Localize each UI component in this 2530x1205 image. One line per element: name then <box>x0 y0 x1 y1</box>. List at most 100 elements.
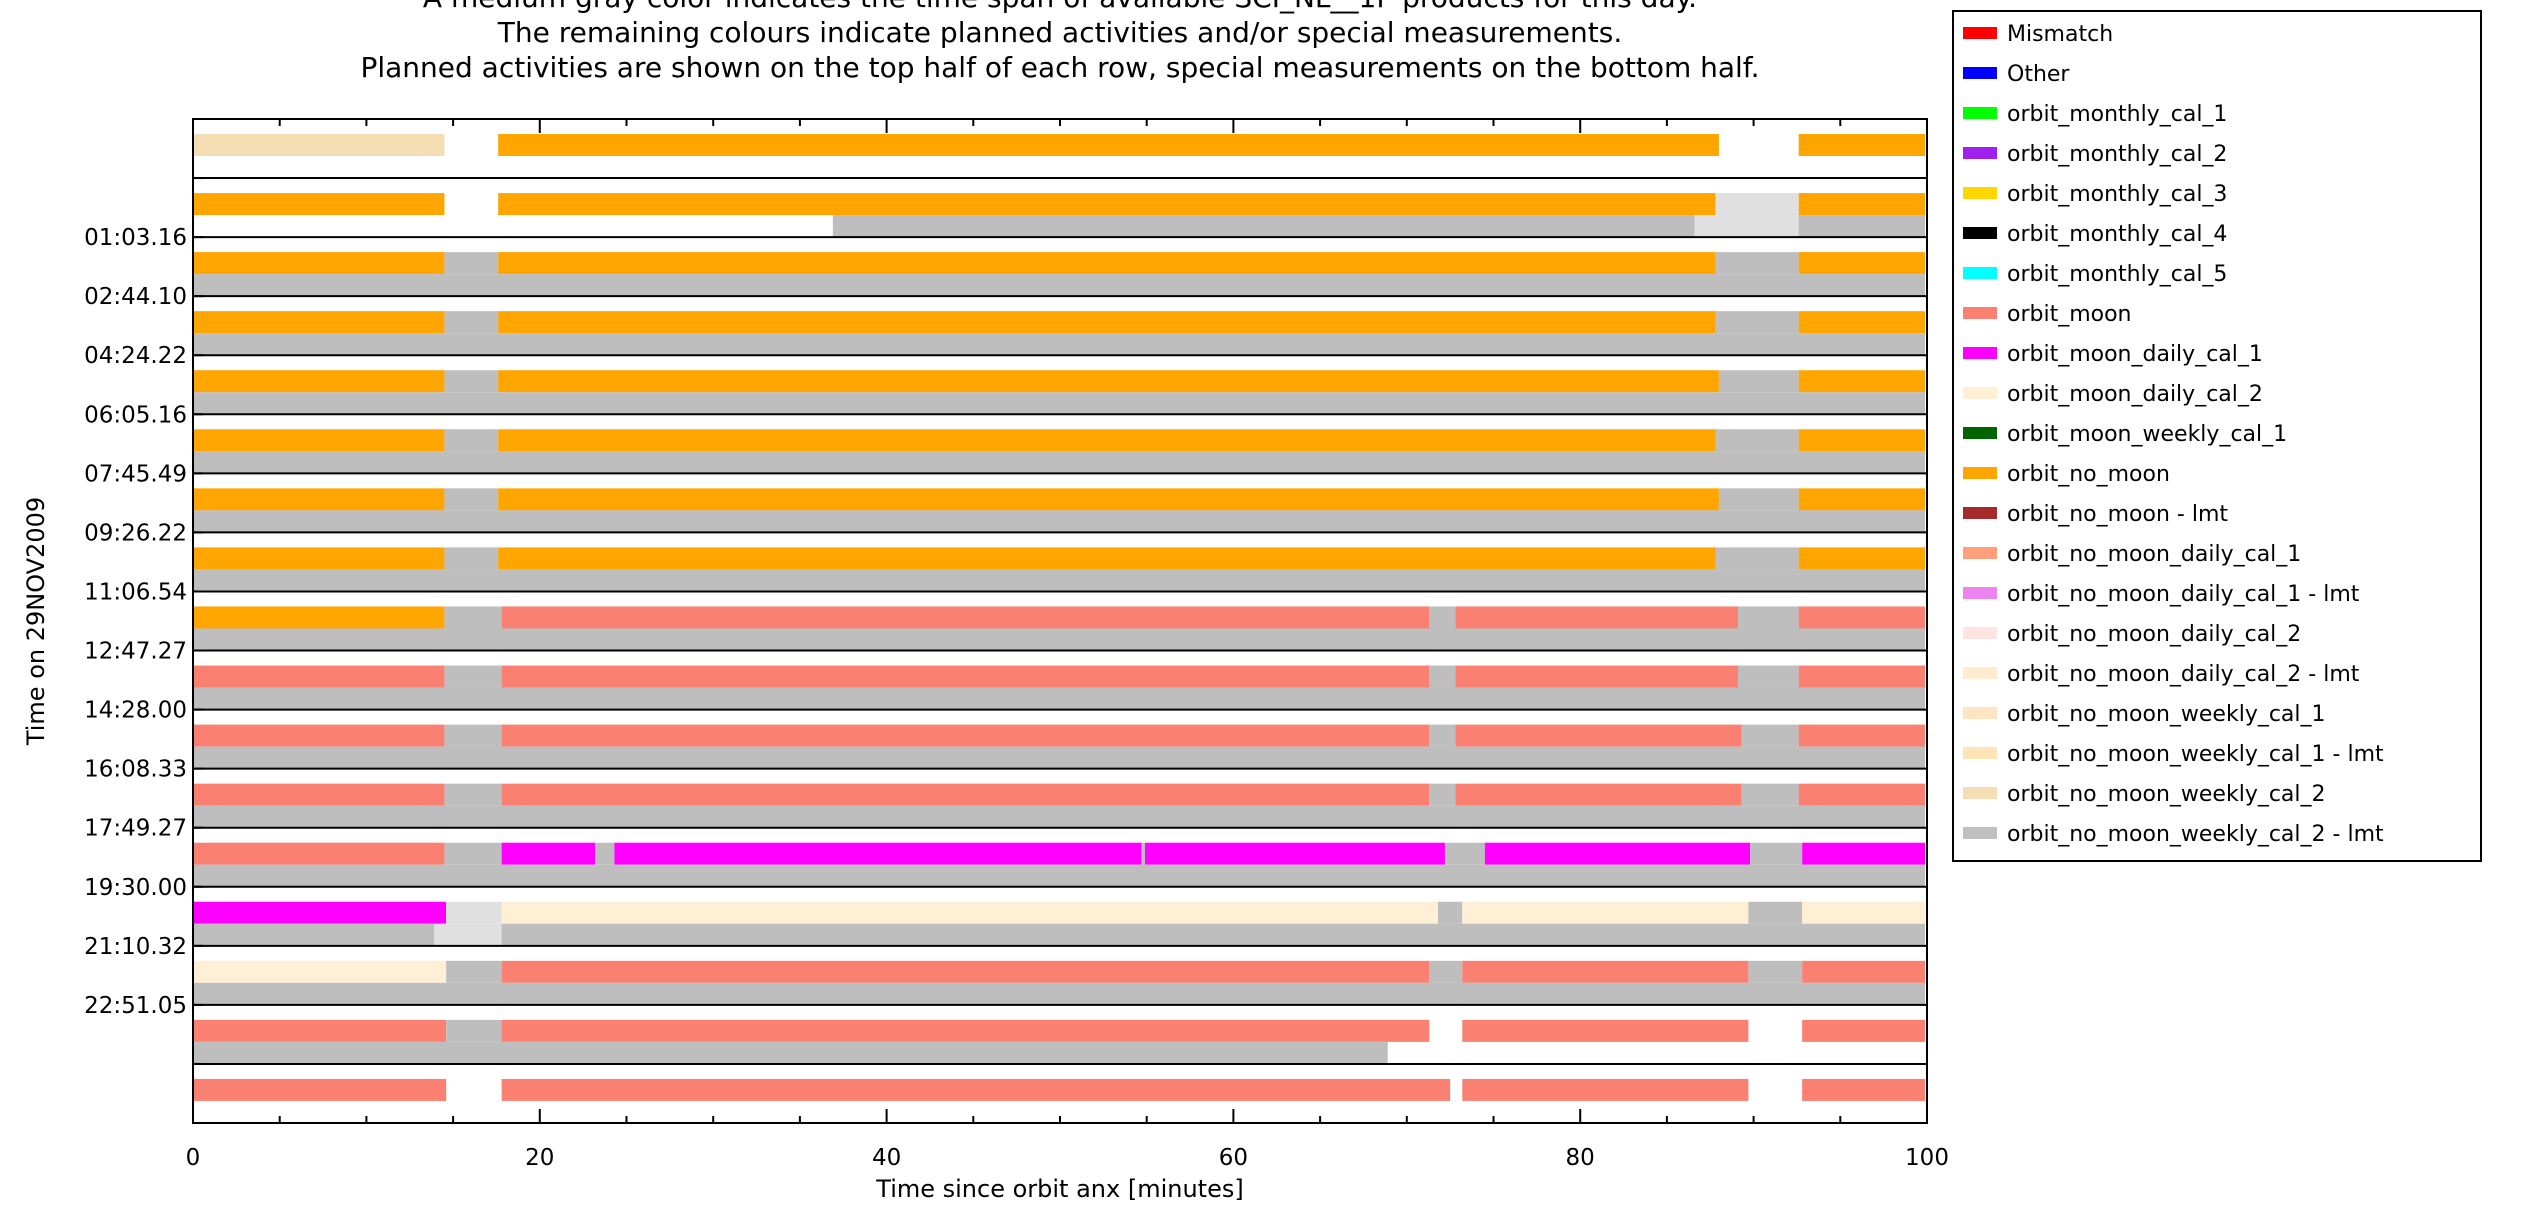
activity-bar <box>193 901 447 924</box>
x-axis: 0 20 40 60 80 100 Time since orbit anx [minute… <box>186 119 1949 1203</box>
legend-label: Mismatch <box>2007 22 2113 47</box>
legend-box <box>1952 10 2482 862</box>
activity-bar <box>444 370 499 393</box>
y-tick-label: 11:06.54 <box>84 579 187 605</box>
y-tick-label: 04:24.22 <box>84 343 187 369</box>
activity-bar <box>1462 1019 1749 1042</box>
activity-bar <box>444 547 499 570</box>
activity-bar <box>1750 842 1803 865</box>
legend-label: orbit_no_moon_daily_cal_2 <box>2007 622 2301 647</box>
legend-label: orbit_moon <box>2007 302 2132 327</box>
activity-bar <box>1455 783 1742 806</box>
activity-bar <box>1462 960 1749 983</box>
activity-bar <box>1741 724 1799 747</box>
activity-bar <box>1737 606 1799 629</box>
activity-bar <box>1462 1078 1749 1101</box>
activity-bar <box>1429 665 1456 688</box>
legend-swatch <box>1963 507 1997 519</box>
activity-bar <box>1798 429 1925 452</box>
title-line: The remaining colours indicate planned a… <box>497 16 1623 49</box>
activity-bar <box>1737 665 1799 688</box>
measurement-bar <box>193 746 1925 769</box>
legend-label: orbit_monthly_cal_5 <box>2007 262 2227 287</box>
activity-bar <box>193 842 445 865</box>
legend-label: orbit_monthly_cal_2 <box>2007 142 2227 167</box>
activity-bar <box>501 606 1430 629</box>
activity-bar <box>193 960 447 983</box>
legend-swatch <box>1963 747 1997 759</box>
activity-bar <box>444 724 502 747</box>
activity-bar <box>444 488 499 511</box>
activity-bar <box>1798 724 1925 747</box>
activity-bar <box>1798 665 1925 688</box>
activity-bar <box>193 547 445 570</box>
legend-swatch <box>1963 547 1997 559</box>
activity-bar <box>614 842 1142 865</box>
x-tick-label: 20 <box>525 1145 554 1171</box>
activity-bar <box>444 783 502 806</box>
measurement-bar <box>193 569 1925 592</box>
title-line: A medium gray color indicates the time s… <box>423 0 1697 14</box>
activity-bar <box>1798 547 1925 570</box>
activity-bar <box>1455 665 1738 688</box>
legend-label: orbit_no_moon_weekly_cal_2 <box>2007 782 2326 807</box>
x-tick-label: 60 <box>1219 1145 1248 1171</box>
activity-bar <box>1455 606 1738 629</box>
activity-bar <box>1802 842 1925 865</box>
x-axis-title: Time since orbit anx [minutes] <box>875 1175 1243 1203</box>
measurement-bar <box>1798 215 1925 238</box>
activity-bar <box>501 1078 1451 1101</box>
activity-bar <box>193 134 445 156</box>
activity-bar <box>1802 901 1925 924</box>
measurement-bar <box>193 805 1925 828</box>
y-tick-label: 17:49.27 <box>84 816 187 842</box>
activity-bar <box>501 901 1439 924</box>
activity-bar <box>1141 842 1145 865</box>
x-tick-label: 100 <box>1905 1145 1949 1171</box>
activity-bar <box>193 193 445 216</box>
activity-bar <box>1798 606 1925 629</box>
legend-label: Other <box>2007 62 2070 87</box>
y-tick-label: 22:51.05 <box>84 993 187 1019</box>
y-tick-label: 06:05.16 <box>84 402 187 428</box>
measurement-bar <box>193 864 1925 887</box>
activity-bar <box>1748 960 1803 983</box>
legend-label: orbit_moon_daily_cal_2 <box>2007 382 2263 407</box>
activity-bar <box>1798 193 1925 216</box>
legend-swatch <box>1963 427 1997 439</box>
activity-bar <box>1455 724 1742 747</box>
measurement-bar <box>193 923 435 946</box>
activity-bar <box>1798 370 1925 393</box>
legend-label: orbit_no_moon_daily_cal_1 <box>2007 542 2301 567</box>
activity-bar <box>1748 901 1803 924</box>
y-axis-title: Time on 29NOV2009 <box>22 497 50 746</box>
activity-bar <box>1144 842 1445 865</box>
activity-bar <box>446 901 502 924</box>
activity-bar <box>1462 901 1749 924</box>
measurement-bar <box>193 1041 1388 1064</box>
activity-bar <box>444 842 502 865</box>
legend-swatch <box>1963 667 1997 679</box>
activity-bar <box>193 1019 447 1042</box>
activity-bar <box>1429 724 1456 747</box>
legend-swatch <box>1963 627 1997 639</box>
legend-swatch <box>1963 467 1997 479</box>
activity-bar <box>1429 783 1456 806</box>
activity-bar <box>1429 960 1463 983</box>
measurement-bar <box>193 510 1925 533</box>
legend-swatch <box>1963 707 1997 719</box>
activity-bar <box>1798 783 1925 806</box>
legend-label: orbit_no_moon_weekly_cal_1 <box>2007 702 2326 727</box>
activity-bar <box>444 606 502 629</box>
legend-label: orbit_monthly_cal_4 <box>2007 222 2227 247</box>
activity-bar <box>501 960 1430 983</box>
measurement-bar <box>832 215 1695 238</box>
legend-swatch <box>1963 267 1997 279</box>
measurement-bar <box>434 923 502 946</box>
activity-bar <box>1718 488 1799 511</box>
activity-bar <box>1802 960 1925 983</box>
y-tick-label: 16:08.33 <box>84 757 187 783</box>
legend-swatch <box>1963 187 1997 199</box>
measurement-bar <box>193 392 1925 415</box>
activity-bar <box>446 960 502 983</box>
